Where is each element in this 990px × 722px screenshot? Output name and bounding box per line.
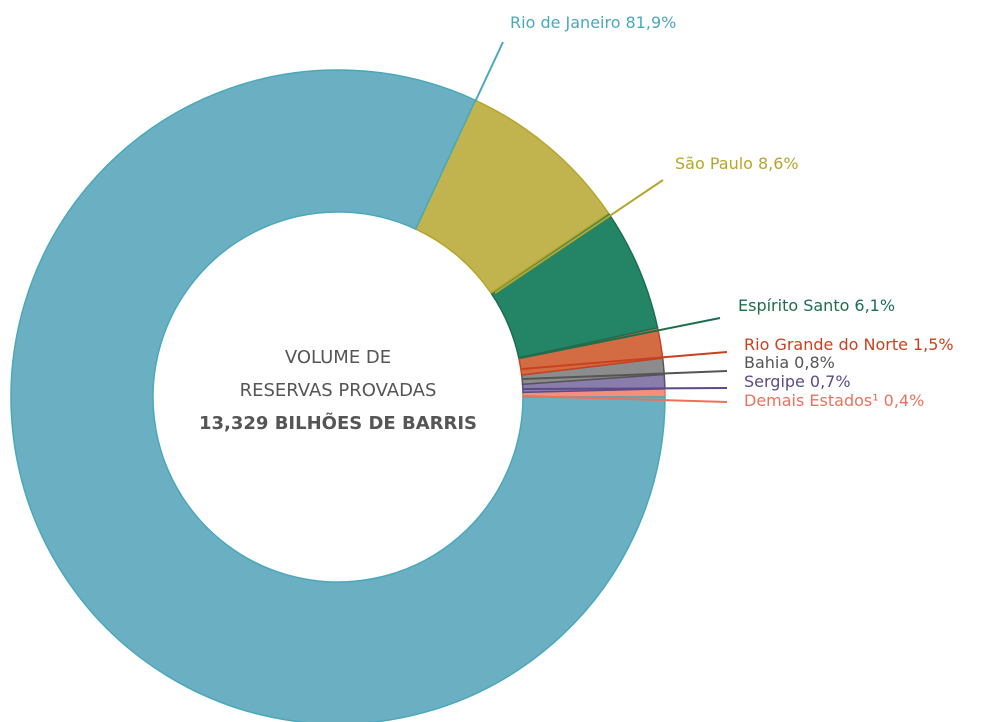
category-name: Espírito Santo <box>738 296 849 315</box>
slice-label: Rio de Janeiro 81,9% <box>510 13 676 32</box>
slice-label: Bahia 0,8% <box>744 353 835 372</box>
slices <box>10 69 666 722</box>
slice <box>10 69 666 722</box>
leader-line <box>521 351 728 370</box>
center-text: VOLUME DE <box>285 347 391 368</box>
category-name: Bahia <box>744 353 789 372</box>
value-label: 0,4% <box>884 391 925 410</box>
value-label: 0,8% <box>794 353 835 372</box>
category-name: Rio Grande do Norte <box>744 335 908 354</box>
slice-label: Espírito Santo 6,1% <box>738 296 895 315</box>
category-name: Rio de Janeiro <box>510 13 621 32</box>
slice-label: Rio Grande do Norte 1,5% <box>744 335 954 354</box>
category-name: São Paulo <box>675 154 753 173</box>
center-total: 13,329 BILHÕES DE BARRIS <box>199 411 477 434</box>
center-text: RESERVAS PROVADAS <box>240 380 437 401</box>
slice-label: Demais Estados¹ 0,4% <box>744 391 924 410</box>
slice-label: Sergipe 0,7% <box>744 372 851 391</box>
leader-line <box>522 395 728 403</box>
category-name: Sergipe <box>744 372 805 391</box>
value-label: 0,7% <box>810 372 851 391</box>
value-label: 1,5% <box>913 335 954 354</box>
leader-line <box>519 317 721 359</box>
category-name: Demais Estados¹ <box>744 391 879 410</box>
value-label: 8,6% <box>758 154 799 173</box>
value-label: 6,1% <box>854 296 895 315</box>
slice-label: São Paulo 8,6% <box>675 154 799 173</box>
leader-line <box>494 179 664 294</box>
leader-line <box>522 370 728 380</box>
leader-line <box>474 41 504 103</box>
value-label: 81,9% <box>626 13 677 32</box>
leader-line <box>522 387 728 390</box>
